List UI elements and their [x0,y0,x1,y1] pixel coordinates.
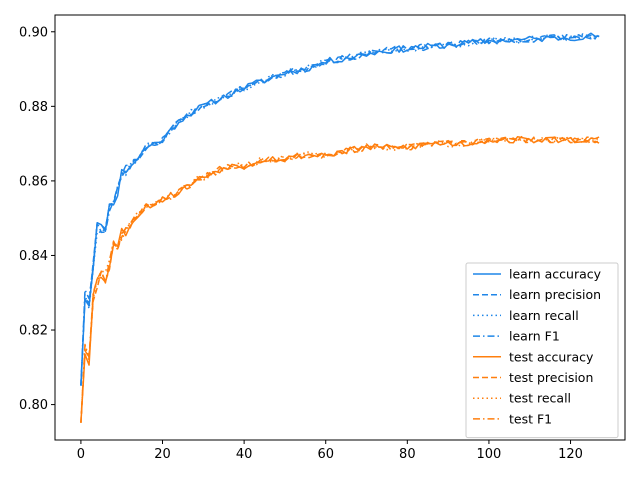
legend-label: learn accuracy [509,267,602,282]
series-line-test-f1 [80,136,600,423]
legend-label: test F1 [509,411,552,426]
x-tick-label: 40 [236,447,253,462]
legend-label: learn recall [509,308,579,323]
y-tick-label: 0.84 [19,249,48,264]
legend-label: learn F1 [509,329,560,344]
x-axis: 0 20 40 60 80 100 120 [77,440,583,462]
legend-label: test precision [509,370,593,385]
y-tick-label: 0.80 [19,398,48,413]
plot-frame [54,14,626,441]
plot-lines [80,32,600,423]
legend-label: test recall [509,391,571,406]
series-line-learn-precision [80,32,600,386]
y-tick-label: 0.88 [19,100,48,115]
legend-label: test accuracy [509,349,594,364]
x-tick-label: 20 [154,447,171,462]
series-line-learn-f1 [80,33,600,386]
y-axis: 0.80 0.82 0.84 0.86 0.88 0.90 [19,25,55,413]
y-tick-label: 0.90 [19,25,48,40]
series-line-test-accuracy [80,136,600,423]
legend-box [465,262,619,439]
y-tick-label: 0.82 [19,324,48,339]
legend: learn accuracy learn precision learn recal… [465,262,619,439]
x-tick-label: 0 [77,447,85,462]
x-tick-label: 60 [317,447,334,462]
x-tick-label: 80 [399,447,416,462]
x-tick-label: 120 [558,447,583,462]
legend-label: learn precision [509,287,601,302]
y-tick-label: 0.86 [19,174,48,189]
x-tick-label: 100 [477,447,502,462]
